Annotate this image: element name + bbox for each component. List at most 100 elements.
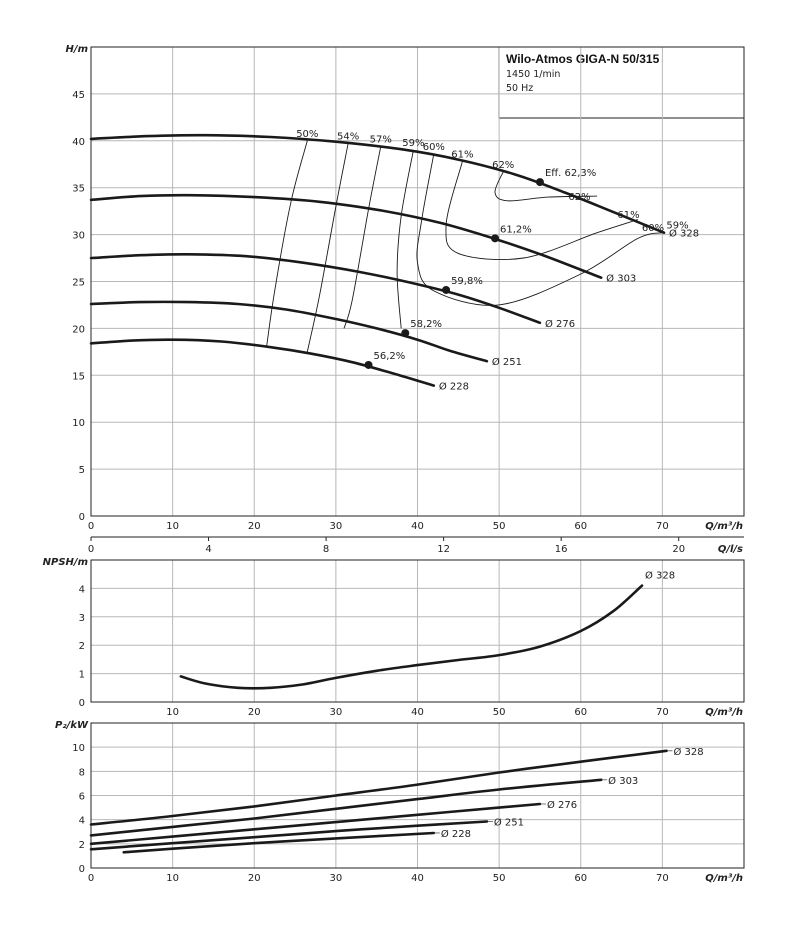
power-y-tick-label: 6: [79, 792, 85, 803]
npsh-y-tick-label: 4: [79, 584, 85, 595]
npsh-x-tick-label: 40: [411, 707, 424, 718]
qls-axis-tick-label: 8: [323, 544, 329, 555]
efficiency-label: 60%: [423, 142, 445, 153]
head-curve-label: Ø 303: [606, 273, 636, 285]
efficiency-label: 59%: [402, 138, 424, 149]
efficiency-line-50: [267, 141, 308, 347]
qls-axis: 0 4 8 12 16 20 Q/l/s: [88, 537, 744, 555]
head-y-tick-label: 40: [72, 137, 85, 148]
npsh-x-tick-label: 20: [248, 707, 261, 718]
npsh-x-tick-label: 30: [330, 707, 343, 718]
bep-point: [536, 178, 544, 186]
qls-axis-tick-label: 12: [437, 544, 450, 555]
power-x-tick-label: 0: [88, 873, 94, 884]
npsh-y-tick-label: 2: [79, 641, 85, 652]
head-y-tick-label: 45: [72, 90, 85, 101]
power-x-tick-label: 30: [330, 873, 343, 884]
npsh-y-tick-label: 0: [79, 698, 85, 709]
head-curve-label: Ø 276: [545, 318, 575, 330]
head-y-tick-label: 0: [79, 512, 85, 523]
efficiency-label: 57%: [370, 134, 392, 145]
head-curve-251: [91, 302, 487, 361]
head-curve-label: Ø 251: [492, 356, 522, 368]
head-y-axis-label: H/m: [66, 44, 88, 55]
bep-point: [491, 234, 499, 242]
bep-label: 61,2%: [500, 224, 532, 235]
power-x-tick-label: 40: [411, 873, 424, 884]
npsh-y-tick-label: 1: [79, 670, 85, 681]
efficiency-label-right: 61%: [617, 210, 639, 221]
header-box: Wilo-Atmos GIGA-N 50/315 1450 1/min 50 H…: [499, 47, 744, 118]
power-x-tick-label: 60: [574, 873, 587, 884]
npsh-x-tick-label: 50: [493, 707, 506, 718]
power-x-tick-label: 50: [493, 873, 506, 884]
efficiency-line-59: [397, 150, 413, 328]
head-y-tick-label: 20: [72, 324, 85, 335]
power-y-tick-label: 10: [72, 743, 85, 754]
bep-label: 58,2%: [410, 319, 442, 330]
power-x-tick-label: 20: [248, 873, 261, 884]
head-y-tick-label: 15: [72, 371, 85, 382]
bep-label: 56,2%: [374, 351, 406, 362]
qls-axis-tick-label: 16: [555, 544, 568, 555]
power-y-tick-label: 8: [79, 767, 85, 778]
power-curve-label: Ø 276: [547, 799, 577, 811]
frequency-label: 50 Hz: [506, 83, 533, 94]
head-y-tick-label: 5: [79, 465, 85, 476]
power-y-tick-label: 2: [79, 840, 85, 851]
head-y-tick-label: 25: [72, 278, 85, 289]
efficiency-label-right: 59%: [666, 221, 688, 232]
qls-axis-label: Q/l/s: [718, 544, 743, 555]
power-curve-label: Ø 251: [494, 816, 524, 828]
head-x-tick-label: 30: [330, 521, 343, 532]
head-x-tick-label: 70: [656, 521, 669, 532]
npsh-y-axis-label: NPSH/m: [43, 557, 88, 568]
npsh-y-tick-label: 3: [79, 613, 85, 624]
chart-title: Wilo-Atmos GIGA-N 50/315: [506, 52, 660, 66]
efficiency-line-57: [344, 146, 381, 328]
power-x-axis-label: Q/m³/h: [705, 873, 743, 884]
head-x-tick-label: 60: [574, 521, 587, 532]
power-curve-label: Ø 328: [673, 746, 703, 758]
bep-point: [365, 361, 373, 369]
head-curve-label: Ø 228: [439, 381, 469, 393]
head-curve-228: [91, 340, 434, 386]
npsh-x-tick-label: 10: [166, 707, 179, 718]
npsh-x-tick-label: 70: [656, 707, 669, 718]
bep-label: Eff. 62,3%: [545, 168, 596, 179]
head-x-tick-label: 40: [411, 521, 424, 532]
efficiency-label-right: 62%: [568, 192, 590, 203]
power-y-axis-label: P₂/kW: [55, 720, 89, 731]
head-x-axis-label: Q/m³/h: [705, 521, 743, 532]
power-y-tick-label: 4: [79, 816, 85, 827]
power-x-tick-label: 10: [166, 873, 179, 884]
npsh-curve-328: [181, 586, 642, 689]
power-curve-label: Ø 303: [608, 775, 638, 787]
bep-point: [442, 286, 450, 294]
bep-point: [401, 329, 409, 337]
power-curve-label: Ø 228: [441, 828, 471, 840]
power-y-tick-label: 0: [79, 864, 85, 875]
npsh-x-tick-label: 60: [574, 707, 587, 718]
efficiency-label-right: 60%: [642, 223, 664, 234]
qls-axis-tick-label: 20: [672, 544, 685, 555]
speed-label: 1450 1/min: [506, 69, 560, 80]
head-x-tick-label: 0: [88, 521, 94, 532]
bep-label: 59,8%: [451, 276, 483, 287]
head-y-tick-label: 30: [72, 231, 85, 242]
npsh-panel: 0 1 2 3 4 10 20 30 40 50 60 70 Q/m³/h NPSH/m Ø 328: [43, 557, 744, 718]
head-x-tick-label: 20: [248, 521, 261, 532]
head-y-tick-label: 10: [72, 418, 85, 429]
qls-axis-tick-label: 0: [88, 544, 94, 555]
power-x-tick-label: 70: [656, 873, 669, 884]
head-curve-303: [91, 195, 601, 278]
head-y-tick-label: 35: [72, 184, 85, 195]
power-curve-328: [91, 751, 667, 825]
npsh-x-axis-label: Q/m³/h: [705, 707, 743, 718]
power-curve-303: [91, 780, 601, 836]
qls-axis-tick-label: 4: [205, 544, 211, 555]
npsh-curve-label: Ø 328: [645, 570, 675, 582]
head-x-tick-label: 10: [166, 521, 179, 532]
